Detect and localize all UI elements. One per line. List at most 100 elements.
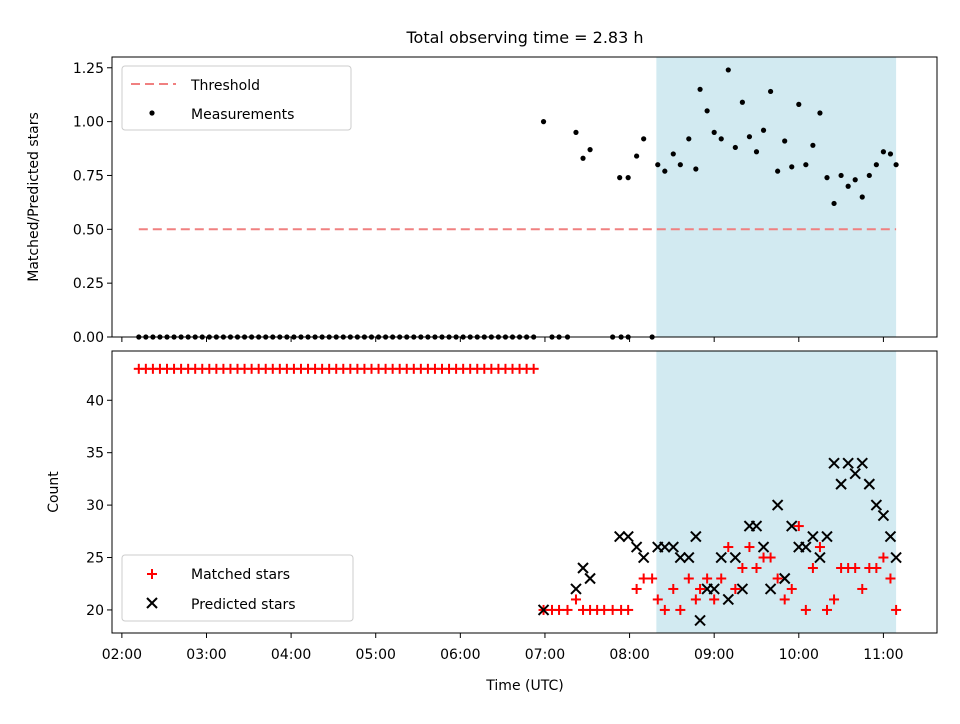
measurement-point: [725, 67, 731, 73]
y-tick-label: 30: [86, 498, 104, 514]
legend-matched-label: Matched stars: [191, 567, 290, 583]
chart-title: Total observing time = 2.83 h: [405, 28, 643, 47]
matched-star-point: [800, 604, 811, 615]
measurement-point: [718, 136, 724, 142]
measurement-point: [617, 175, 623, 181]
measurement-point: [697, 86, 703, 92]
legend-threshold-label: Threshold: [190, 78, 260, 94]
matched-star-point: [814, 542, 825, 553]
matched-star-point: [822, 604, 832, 615]
measurement-point: [677, 162, 683, 168]
x-tick-label: 07:00: [525, 647, 565, 663]
measurement-point: [873, 162, 879, 168]
bottom-legend: Matched stars Predicted stars: [121, 554, 354, 622]
measurement-point: [655, 162, 661, 168]
matched-star-point: [850, 563, 861, 574]
x-tick-label: 04:00: [271, 647, 311, 663]
measurement-point: [866, 172, 872, 179]
measurement-point: [662, 168, 668, 174]
y-tick-label: 1.25: [73, 61, 104, 77]
predicted-star-point: [537, 604, 550, 616]
matched-star-point: [857, 583, 868, 594]
measurement-point: [817, 110, 823, 116]
matched-star-point: [683, 573, 694, 584]
x-tick-label: 03:00: [186, 647, 226, 663]
measurement-point: [796, 101, 802, 107]
predicted-star-point: [764, 583, 777, 595]
top-y-ticks: 0.00 0.25 0.50 0.75 1.00 1.25: [73, 61, 112, 346]
y-tick-label: 0.00: [73, 330, 104, 346]
measurement-point: [704, 108, 710, 114]
y-tick-label: 35: [86, 446, 104, 462]
predicted-star-point: [622, 530, 634, 543]
measurement-point: [887, 151, 894, 157]
measurement-point: [573, 129, 579, 135]
measurement-point: [693, 166, 699, 172]
matched-star-point: [871, 563, 882, 574]
predicted-star-point: [736, 583, 749, 595]
matched-star-point: [709, 594, 720, 605]
matched-star-point: [751, 563, 762, 574]
bottom-plot-frame: [111, 350, 938, 634]
matched-star-point: [878, 552, 889, 563]
measurement-point: [880, 149, 887, 155]
matched-star-point: [562, 604, 573, 615]
matched-star-point: [570, 594, 581, 605]
bottom-legend-box: [121, 554, 354, 622]
matched-star-point: [829, 594, 840, 605]
matched-star-point: [807, 563, 818, 574]
measurement-point: [641, 136, 647, 142]
matched-star-point: [885, 573, 896, 584]
measurement-point: [760, 127, 767, 133]
y-tick-label: 25: [86, 551, 104, 567]
bottom-y-axis-label: Count: [46, 471, 62, 513]
predicted-star-point: [786, 520, 798, 532]
predicted-star-point: [722, 593, 734, 606]
matched-star-point: [599, 604, 610, 615]
predicted-star-point: [849, 467, 861, 480]
measurement-point: [587, 147, 593, 153]
measurement-point: [810, 142, 816, 148]
measurement-point: [711, 129, 717, 135]
measurement-point: [859, 194, 865, 200]
predicted-star-point: [890, 551, 902, 564]
measurement-point: [838, 172, 844, 179]
predicted-star-point: [715, 551, 727, 564]
measurement-point: [739, 99, 745, 105]
matched-star-point: [779, 594, 790, 605]
predicted-star-point: [863, 478, 876, 490]
predicted-star-point: [778, 572, 791, 585]
matched-star-point: [690, 594, 701, 605]
predicted-star-point: [584, 572, 596, 585]
measurement-point: [852, 177, 858, 183]
matched-star-point: [668, 583, 679, 594]
measurement-point: [732, 144, 738, 151]
predicted-star-point: [828, 457, 840, 469]
matched-star-point: [695, 583, 706, 594]
measurement-point: [824, 175, 830, 181]
y-tick-label: 40: [86, 393, 104, 409]
matched-star-point: [659, 604, 670, 615]
matched-star-point: [675, 604, 686, 615]
predicted-star-point: [637, 551, 650, 564]
predicted-star-point: [757, 541, 770, 553]
matched-star-point: [638, 573, 649, 584]
measurement-point: [803, 162, 809, 168]
predicted-star-point: [771, 499, 784, 511]
matched-star-point: [786, 583, 797, 594]
predicted-star-point: [667, 541, 679, 553]
legend-predicted-label: Predicted stars: [191, 597, 296, 613]
measurement-point: [634, 153, 640, 159]
measurement-point: [767, 88, 774, 95]
matched-star-point: [744, 542, 755, 553]
measurement-point: [893, 162, 899, 168]
top-legend-box: [121, 65, 352, 131]
matched-star-point: [730, 583, 741, 594]
predicted-star-point: [570, 583, 582, 595]
bottom-y-ticks: 20 25 30 35 40: [86, 393, 112, 619]
y-tick-label: 0.25: [73, 276, 104, 292]
bottom-panel: 20 25 30 35 40 02:00 03:00 04:00 05:00 06:00 07:0…: [46, 350, 938, 694]
measurement-point: [753, 149, 760, 155]
predicted-star-point: [821, 530, 833, 543]
matched-star-point: [623, 604, 634, 615]
